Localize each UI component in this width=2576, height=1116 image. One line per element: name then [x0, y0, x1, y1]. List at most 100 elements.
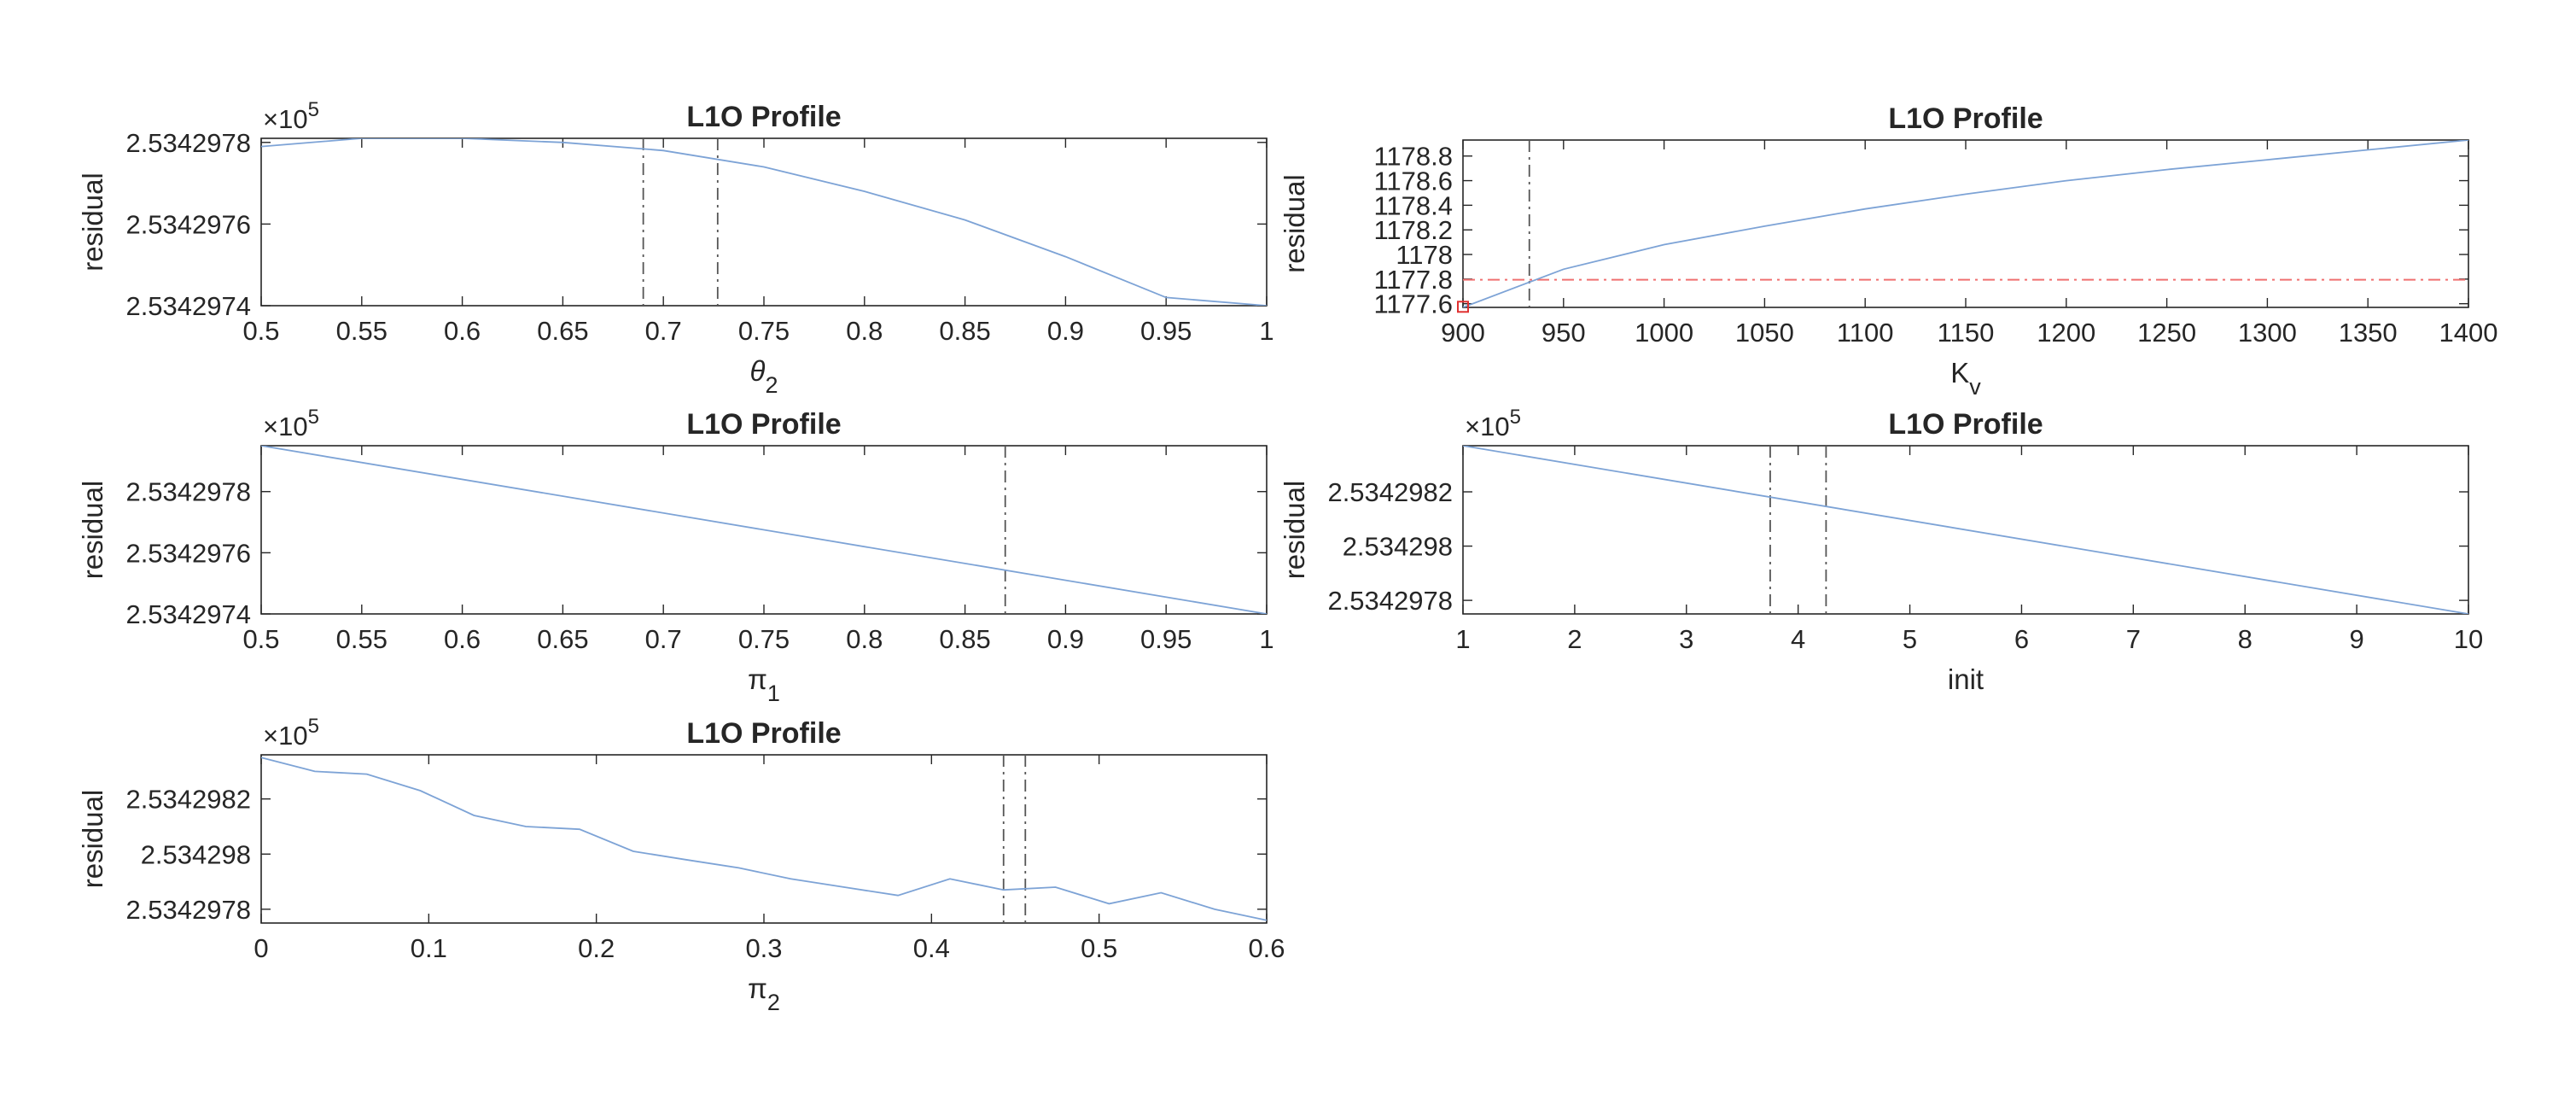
x-tick-label: 0.65 [537, 316, 588, 346]
x-tick-label: 0.85 [939, 316, 990, 346]
x-tick-label: 1200 [2037, 318, 2095, 348]
x-tick-label: 0.6 [444, 624, 481, 654]
y-exponent-power: 5 [308, 98, 319, 121]
x-tick-label: 0 [254, 933, 268, 963]
y-exponent-power: 5 [1510, 406, 1521, 429]
subplot-3: L1O Profile 0.5 0.55 0.6 0.65 0.7 0.75 0.8 0.85 0… [77, 406, 1274, 706]
x-tick-label: 2 [1567, 624, 1582, 654]
y-exponent-base: ×10 [1465, 412, 1510, 441]
y-axis-label: residual [1279, 481, 1310, 580]
x-tick-label: 1150 [1938, 318, 1995, 348]
axes-box [260, 137, 1268, 307]
y-axis-label: residual [77, 481, 108, 580]
x-axis-label-base: K [1950, 357, 1969, 389]
x-tick-label: 0.85 [939, 624, 990, 654]
y-exponent-base: ×10 [263, 412, 308, 441]
chart-title: L1O Profile [686, 101, 841, 133]
y-tick-label: 2.5342978 [1327, 586, 1453, 616]
x-tick-label: 1350 [2339, 318, 2398, 348]
y-exponent-label: ×105 [263, 98, 319, 134]
x-axis-label: Kv [1950, 357, 1981, 400]
x-tick-label: 1050 [1735, 318, 1794, 348]
subplot-5: L1O Profile 0 0.1 0.2 0.3 0.4 0.5 0.6 2.5342978 2… [77, 715, 1285, 1015]
y-tick-label: 2.5342974 [125, 291, 251, 321]
y-tick-label: 2.5342978 [125, 895, 251, 925]
x-axis-label-base: π [748, 663, 767, 695]
y-tick-label: 2.5342982 [1327, 477, 1453, 507]
x-tick-label: 1100 [1837, 318, 1894, 348]
y-tick-label: 2.5342982 [125, 785, 251, 815]
y-exponent-label: ×105 [263, 715, 319, 751]
axes-box [260, 754, 1268, 924]
x-tick-label: 0.7 [645, 624, 682, 654]
subplot-1: L1O Profile 0.5 0.55 0.6 0.65 0.7 0.75 0.8 0.85 0… [77, 98, 1274, 398]
axes-box [1462, 139, 2469, 308]
x-tick-label: 0.4 [913, 933, 950, 963]
plot-area [261, 138, 1267, 306]
y-axis-label: residual [1279, 174, 1310, 273]
x-tick-label: 950 [1542, 318, 1586, 348]
x-axis-label-subscript: v [1969, 374, 1981, 400]
subplot-2: L1O Profile 900 950 1000 1050 1100 1150 1200 125… [1279, 102, 2497, 400]
x-tick-label: 0.2 [578, 933, 615, 963]
profile-line [1463, 140, 2468, 307]
chart-title: L1O Profile [1888, 102, 2043, 135]
x-axis-label-base: θ [750, 355, 766, 387]
y-tick-label: 2.5342974 [125, 599, 251, 629]
chart-title: L1O Profile [1888, 408, 2043, 441]
y-tick-label: 2.5342978 [125, 477, 251, 507]
y-exponent-base: ×10 [263, 104, 308, 134]
profile-line [261, 757, 1267, 921]
y-tick-label: 2.534298 [141, 839, 251, 869]
y-tick-label: 1178.8 [1373, 142, 1453, 172]
x-tick-label: 8 [2238, 624, 2253, 654]
plot-area [1463, 446, 2468, 614]
x-tick-label: 0.55 [336, 316, 388, 346]
x-axis-label: θ2 [750, 355, 778, 398]
y-exponent-power: 5 [308, 715, 319, 738]
x-tick-label: 1300 [2238, 318, 2297, 348]
x-tick-label: 0.5 [242, 316, 279, 346]
x-tick-label: 0.8 [846, 316, 883, 346]
x-tick-label: 5 [1903, 624, 1917, 654]
x-axis-label: init [1948, 663, 1984, 695]
x-tick-label: 6 [2014, 624, 2029, 654]
y-tick-label: 2.5342976 [125, 538, 251, 568]
x-tick-label: 0.75 [738, 624, 790, 654]
x-tick-label: 1400 [2439, 318, 2498, 348]
y-exponent-power: 5 [308, 406, 319, 429]
x-tick-label: 0.6 [444, 316, 481, 346]
profile-line [261, 446, 1267, 614]
y-exponent-label: ×105 [263, 406, 319, 441]
x-axis-label: π1 [748, 663, 780, 706]
profile-line [1463, 446, 2468, 614]
x-tick-label: 0.8 [846, 624, 883, 654]
x-tick-label: 900 [1441, 318, 1485, 348]
x-tick-label: 0.7 [645, 316, 682, 346]
x-axis-label-base: init [1948, 663, 1984, 695]
plot-area [261, 446, 1267, 614]
y-exponent-base: ×10 [263, 721, 308, 751]
x-tick-label: 0.1 [411, 933, 447, 963]
x-axis-label-base: π [748, 973, 767, 1004]
x-tick-label: 7 [2126, 624, 2141, 654]
x-tick-label: 10 [2454, 624, 2483, 654]
x-tick-label: 1 [1455, 624, 1470, 654]
x-tick-label: 1000 [1635, 318, 1693, 348]
profile-line [261, 138, 1267, 306]
x-tick-label: 0.5 [1081, 933, 1117, 963]
x-tick-label: 0.75 [738, 316, 790, 346]
y-axis-label: residual [77, 172, 108, 272]
x-tick-label: 0.9 [1047, 316, 1084, 346]
x-tick-label: 0.55 [336, 624, 388, 654]
x-tick-label: 0.6 [1248, 933, 1285, 963]
y-tick-label: 1178.2 [1373, 215, 1453, 245]
x-tick-label: 1 [1259, 316, 1273, 346]
plot-area [261, 755, 1267, 923]
chart-title: L1O Profile [686, 717, 841, 750]
x-tick-label: 0.95 [1140, 316, 1192, 346]
y-tick-label: 1178.6 [1373, 167, 1453, 196]
x-axis-label-subscript: 2 [765, 372, 778, 398]
